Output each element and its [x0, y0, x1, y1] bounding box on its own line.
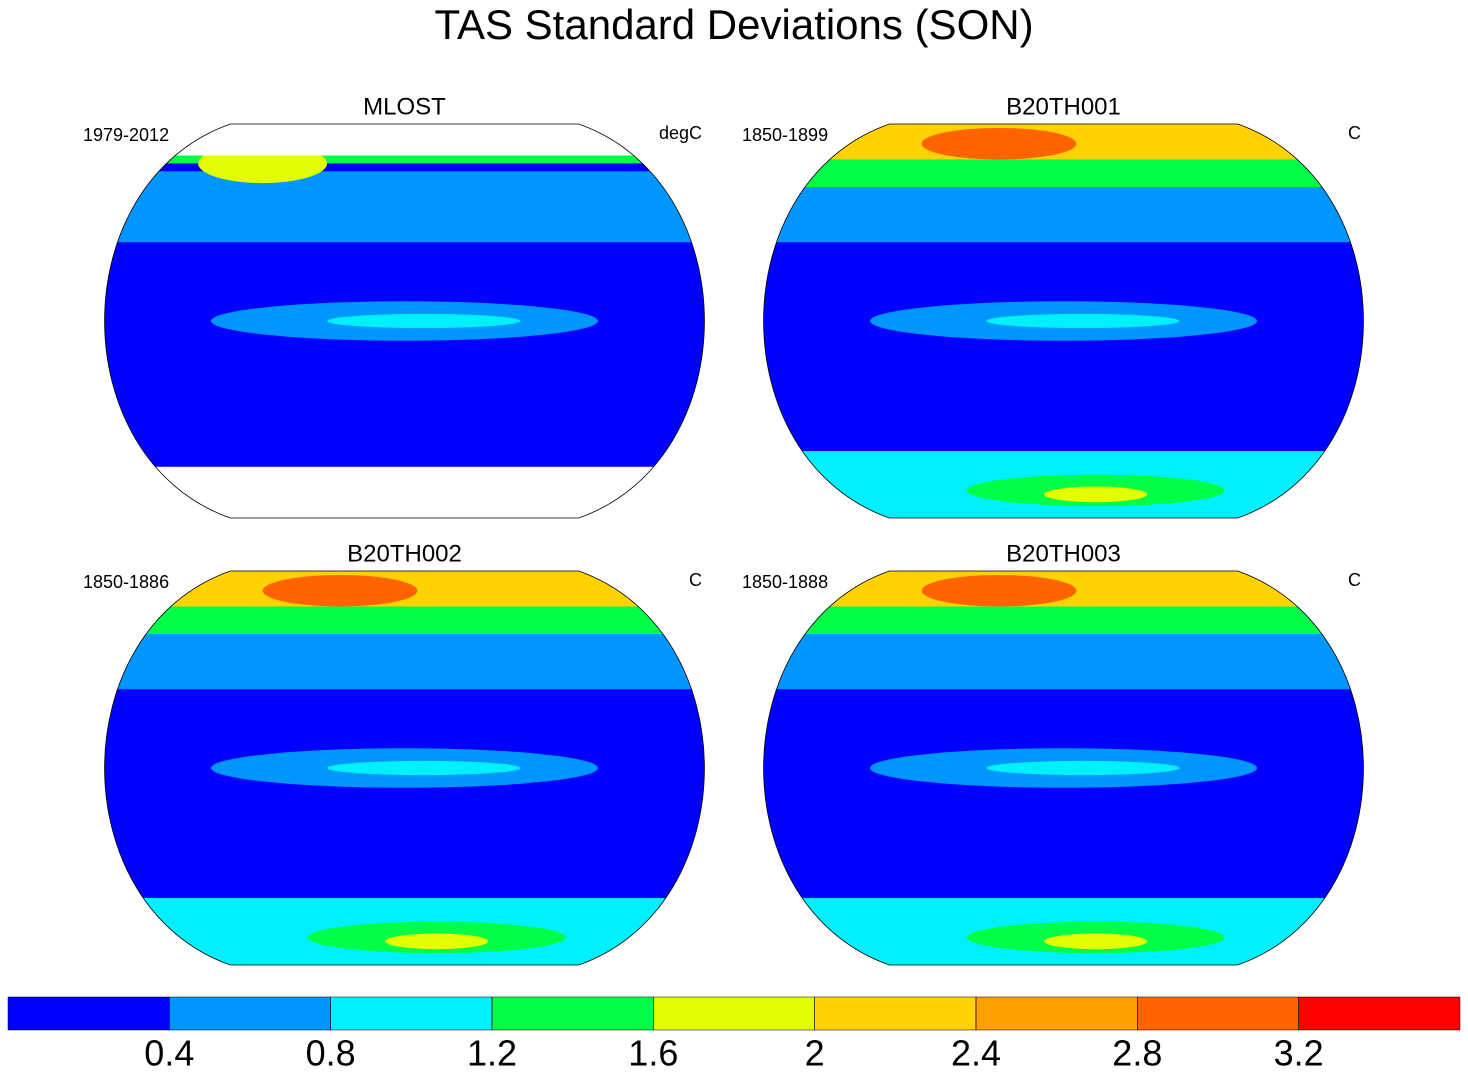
colorbar-box [975, 996, 1138, 1031]
map-band [921, 574, 1077, 607]
panel-title: B20TH003 [1006, 540, 1121, 567]
map-band [921, 127, 1077, 160]
map-missing [104, 124, 705, 156]
map-band [327, 760, 521, 776]
map-band [262, 574, 418, 607]
colorbar-box [491, 996, 654, 1031]
panel-title: B20TH001 [1006, 93, 1121, 120]
map-band [1044, 486, 1148, 503]
map-band [104, 171, 705, 243]
map-band [986, 760, 1180, 776]
panel-left-label: 1979-2012 [83, 125, 169, 145]
map [763, 571, 1364, 965]
panel-right-label: C [1348, 570, 1361, 590]
colorbar-label: 1.2 [467, 1033, 517, 1074]
panel-left-label: 1850-1888 [742, 572, 828, 592]
colorbar-box [653, 996, 815, 1031]
map [104, 124, 705, 518]
panel-left-label: 1850-1899 [742, 125, 828, 145]
colorbar-box [330, 996, 493, 1031]
figure-title: TAS Standard Deviations (SON) [434, 1, 1033, 48]
colorbar-label: 2.4 [951, 1033, 1001, 1074]
colorbar-label: 1.6 [628, 1033, 678, 1074]
colorbar-label: 2 [805, 1033, 825, 1074]
map [104, 571, 705, 965]
map-outline [763, 123, 1364, 519]
colorbar-label: 0.4 [144, 1033, 194, 1074]
map-band [986, 313, 1180, 329]
map-missing [104, 466, 705, 518]
panel-title: B20TH002 [347, 540, 462, 567]
colorbar-box [7, 996, 170, 1031]
map-outline [104, 570, 705, 966]
map-outline [104, 123, 705, 519]
panel-right-label: C [689, 570, 702, 590]
panel-right-label: C [1348, 123, 1361, 143]
map-band [1044, 933, 1148, 950]
panel-right-label: degC [659, 123, 702, 143]
panel-title: MLOST [363, 93, 446, 120]
colorbar-label: 2.8 [1112, 1033, 1162, 1074]
colorbar-box [1137, 996, 1299, 1031]
panel-left-label: 1850-1886 [83, 572, 169, 592]
map-band [327, 313, 521, 329]
map-outline [763, 570, 1364, 966]
map [763, 124, 1364, 518]
map-band [385, 933, 489, 950]
colorbar-label: 3.2 [1274, 1033, 1324, 1074]
colorbar-box [169, 996, 331, 1031]
colorbar-box [1298, 996, 1461, 1031]
colorbar-label: 0.8 [306, 1033, 356, 1074]
colorbar-box [814, 996, 977, 1031]
